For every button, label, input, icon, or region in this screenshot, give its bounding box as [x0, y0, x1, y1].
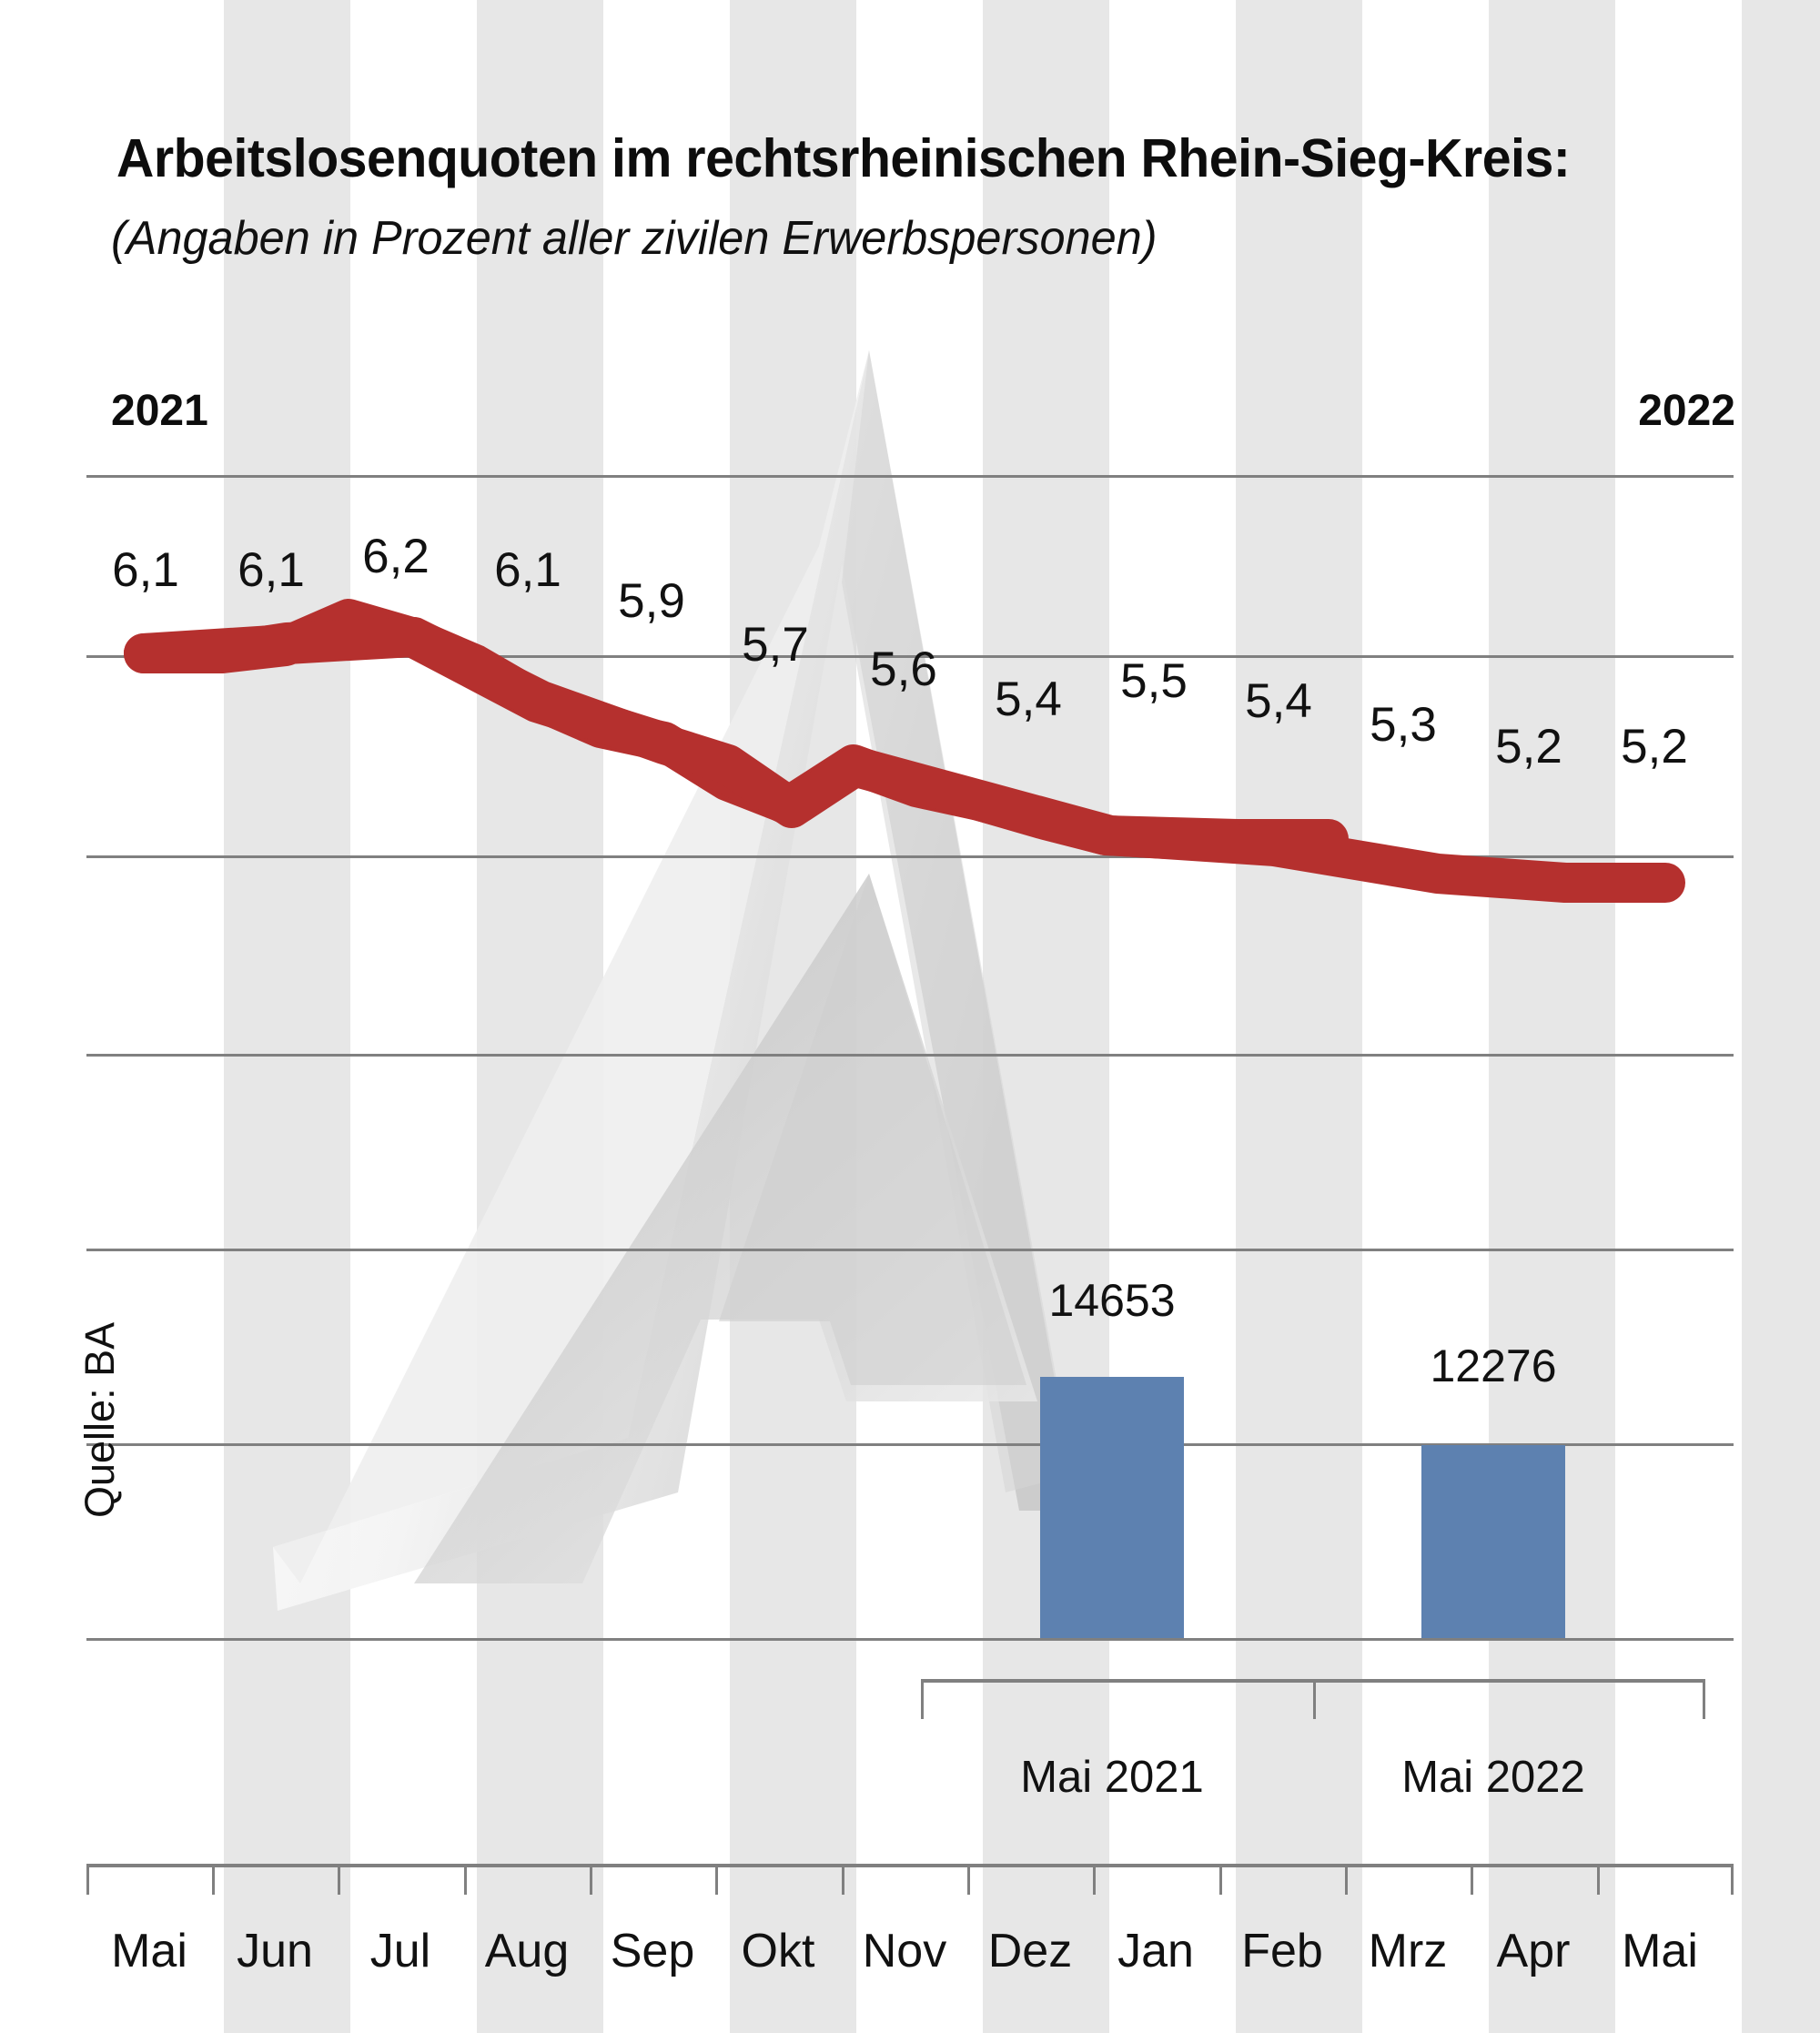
x-axis-tick — [1219, 1864, 1222, 1895]
gridline — [86, 1054, 1734, 1057]
month-label: Mai — [1622, 1925, 1698, 1977]
point-label: 5,3 — [1370, 698, 1437, 752]
bar-mai-2021 — [1040, 1377, 1184, 1638]
x-axis-tick — [1093, 1864, 1096, 1895]
x-axis-tick — [86, 1864, 89, 1895]
x-axis-tick — [338, 1864, 340, 1895]
point-label: 5,2 — [1621, 720, 1688, 774]
x-axis-tick — [1731, 1864, 1734, 1895]
background-stripe — [224, 0, 350, 2033]
background-stripe — [730, 0, 856, 2033]
month-label: Aug — [484, 1925, 570, 1977]
month-label: Feb — [1241, 1925, 1323, 1977]
background-stripe — [1742, 0, 1820, 2033]
background-stripe — [983, 0, 1109, 2033]
bar-bracket-tick-right — [1703, 1679, 1705, 1719]
bar-value-label: 14653 — [1048, 1275, 1176, 1326]
bar-category-label: Mai 2022 — [1401, 1753, 1585, 1802]
point-label: 5,9 — [618, 574, 685, 628]
x-axis-tick — [715, 1864, 718, 1895]
month-label: Jul — [369, 1925, 431, 1977]
month-label: Mrz — [1368, 1925, 1448, 1977]
page-title: Arbeitslosenquoten im rechtsrheinischen … — [116, 128, 1571, 188]
point-label: 5,7 — [742, 618, 809, 672]
point-label: 6,1 — [112, 543, 179, 597]
gridline — [86, 1443, 1734, 1446]
month-label: Okt — [741, 1925, 815, 1977]
page-subtitle: (Angaben in Prozent aller zivilen Erwerb… — [111, 212, 1158, 265]
gridline — [86, 1249, 1734, 1251]
gridline — [86, 1638, 1734, 1641]
point-label: 5,6 — [870, 642, 937, 696]
gridline — [86, 855, 1734, 858]
x-axis-tick — [212, 1864, 215, 1895]
point-label: 6,2 — [362, 530, 430, 583]
x-axis-tick — [1597, 1864, 1600, 1895]
bar-category-label: Mai 2021 — [1020, 1753, 1204, 1802]
point-label: 6,1 — [494, 543, 561, 597]
bar-bracket-tick-mid — [1313, 1679, 1316, 1719]
point-label: 5,2 — [1495, 720, 1562, 774]
month-label: Jan — [1117, 1925, 1194, 1977]
x-axis-tick — [967, 1864, 970, 1895]
month-label: Sep — [610, 1925, 695, 1977]
x-axis-tick — [1345, 1864, 1348, 1895]
x-axis-tick — [1471, 1864, 1473, 1895]
background-stripe — [1489, 0, 1615, 2033]
point-label: 6,1 — [238, 543, 305, 597]
x-axis-tick — [464, 1864, 467, 1895]
x-axis-tick — [590, 1864, 592, 1895]
point-label: 5,4 — [995, 673, 1062, 726]
source-label: Quelle: BA — [76, 1321, 123, 1518]
x-axis-tick — [842, 1864, 844, 1895]
bar-bracket-tick-left — [921, 1679, 924, 1719]
month-label: Nov — [862, 1925, 947, 1977]
bar-mai-2022 — [1421, 1445, 1565, 1638]
year-label-right: 2022 — [1638, 387, 1735, 435]
background-stripe — [1236, 0, 1362, 2033]
month-label: Dez — [987, 1925, 1073, 1977]
point-label: 5,4 — [1245, 674, 1312, 728]
gridline — [86, 475, 1734, 478]
year-label-left: 2021 — [111, 387, 208, 435]
background-stripe — [477, 0, 603, 2033]
point-label: 5,5 — [1120, 654, 1188, 708]
bar-value-label: 12276 — [1430, 1340, 1557, 1391]
month-label: Jun — [237, 1925, 313, 1977]
month-label: Mai — [111, 1925, 187, 1977]
x-axis-line — [86, 1864, 1734, 1867]
month-label: Apr — [1496, 1925, 1571, 1977]
